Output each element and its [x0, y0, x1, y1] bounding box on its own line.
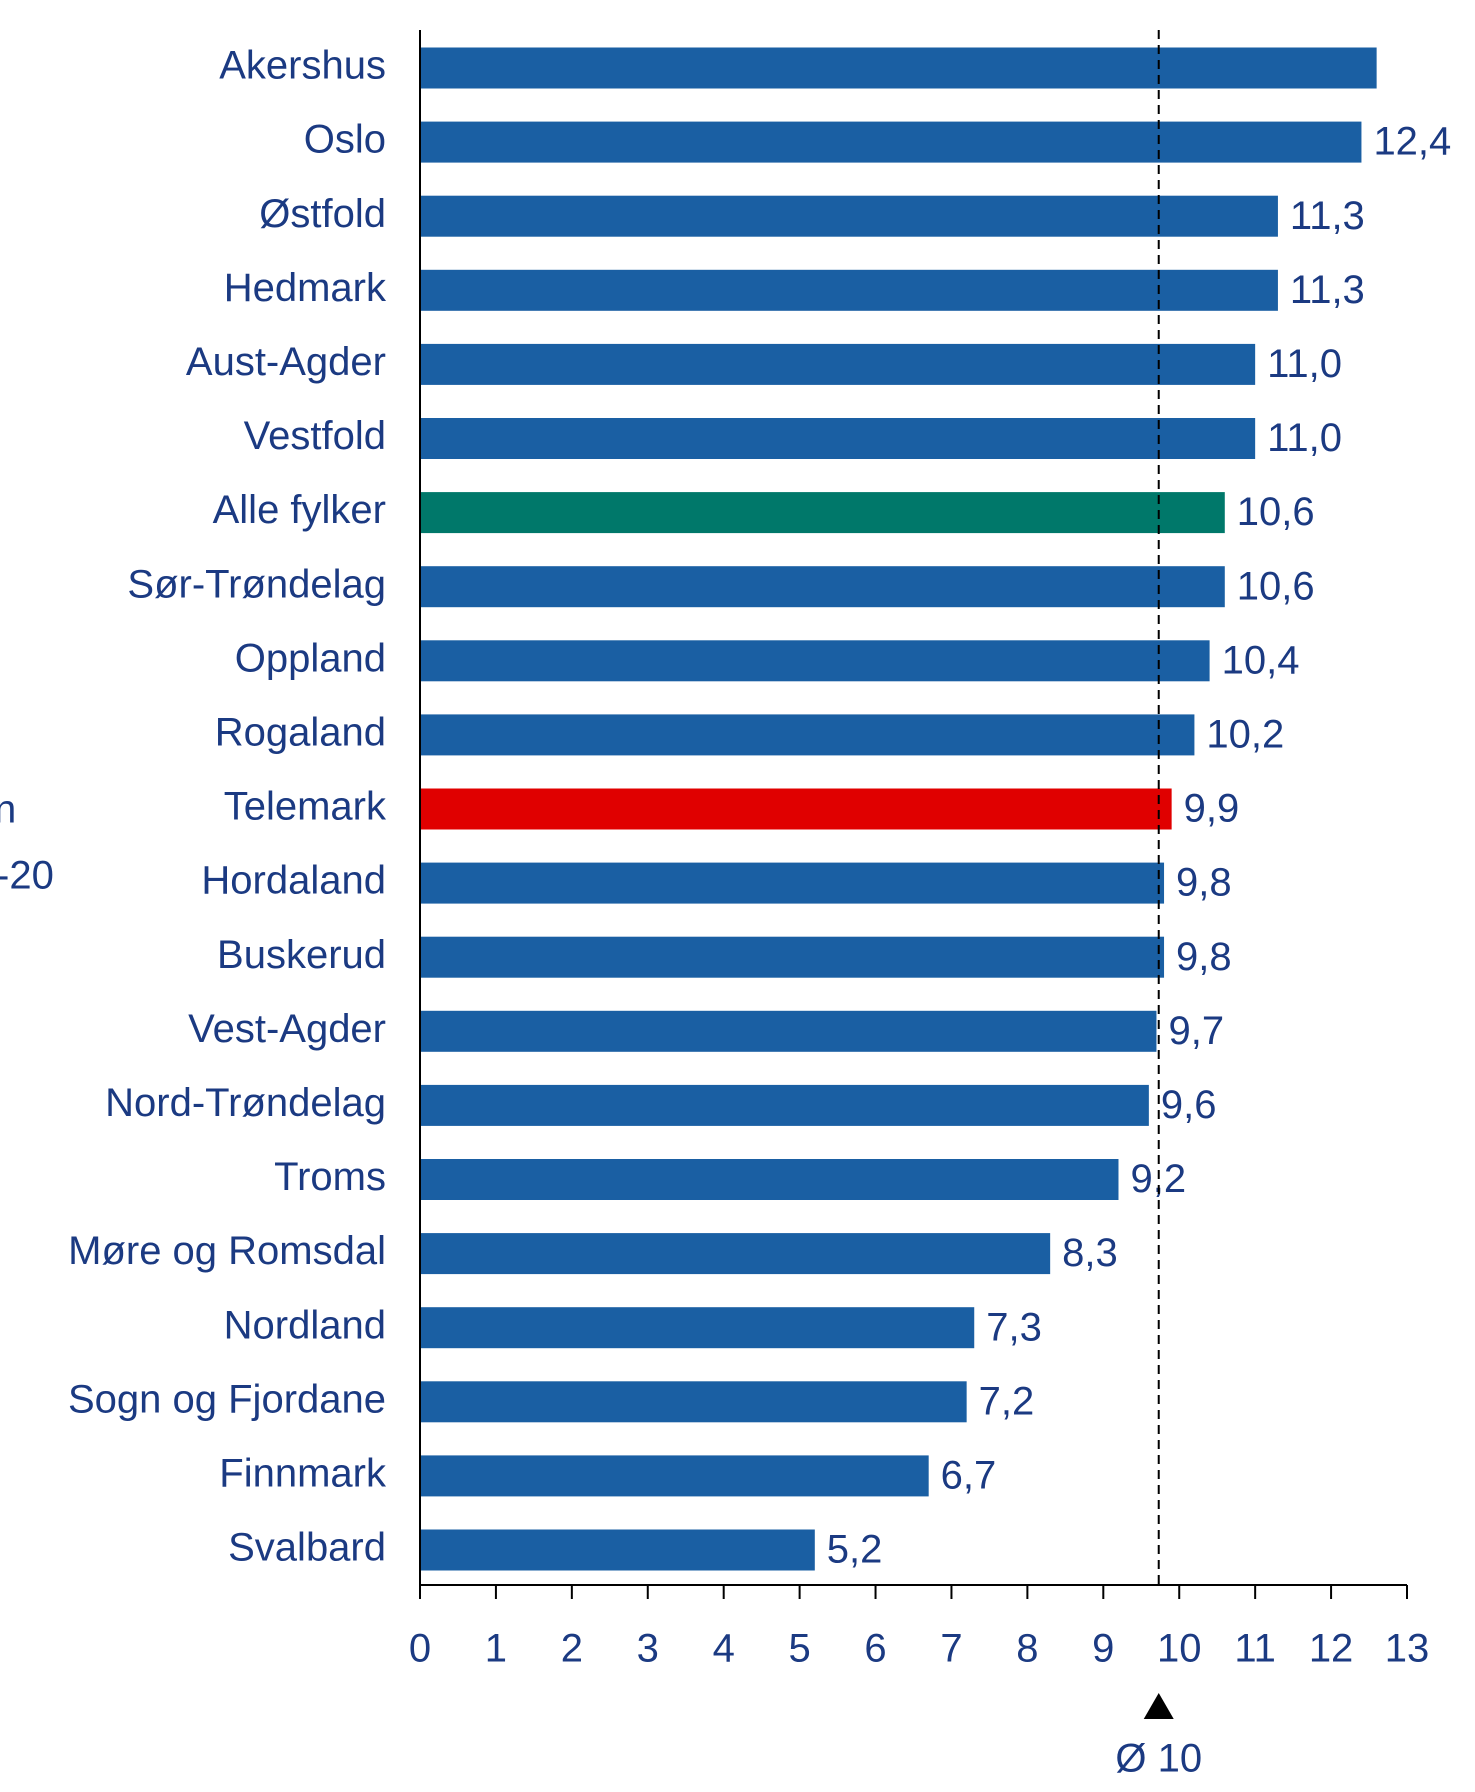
value-label: 9,9	[1184, 787, 1240, 831]
bar	[420, 1307, 975, 1349]
value-label: 6,7	[941, 1453, 997, 1497]
value-label: 10,6	[1237, 564, 1315, 608]
bar	[420, 195, 1278, 237]
category-label: Svalbard	[228, 1526, 386, 1570]
value-label: 9,6	[1161, 1083, 1217, 1127]
x-tick-label: 11	[1234, 1627, 1276, 1671]
bar	[420, 1084, 1149, 1126]
value-label: 12,4	[1373, 120, 1451, 164]
x-tick-label: 4	[713, 1627, 735, 1671]
category-label: Telemark	[224, 785, 387, 829]
value-label: 11,0	[1267, 416, 1342, 460]
category-label: Buskerud	[217, 933, 386, 977]
bar	[420, 1529, 815, 1571]
bar	[420, 1159, 1119, 1200]
cut-off-text: -20	[0, 854, 54, 898]
x-tick-label: 12	[1309, 1627, 1354, 1671]
category-label: Møre og Romsdal	[68, 1229, 386, 1273]
value-label: 10,4	[1222, 638, 1300, 682]
x-tick-label: 10	[1157, 1627, 1202, 1671]
bar	[420, 1010, 1157, 1052]
category-label: Troms	[274, 1155, 386, 1199]
reference-marker	[1143, 1693, 1174, 1719]
x-tick-label: 5	[788, 1627, 810, 1671]
category-label: Vestfold	[244, 414, 386, 458]
bar	[420, 1455, 929, 1497]
category-label: Vest-Agder	[188, 1007, 386, 1051]
category-label: Nord-Trøndelag	[105, 1081, 386, 1125]
x-tick-label: 2	[561, 1627, 583, 1671]
bar	[420, 714, 1195, 756]
bar	[420, 1233, 1051, 1275]
category-label: Sør-Trøndelag	[127, 562, 386, 606]
category-label: Oslo	[304, 118, 386, 162]
category-label: Aust-Agder	[186, 340, 386, 384]
category-label: Akershus	[219, 44, 386, 88]
category-label: Nordland	[224, 1303, 386, 1347]
bar	[420, 862, 1165, 904]
value-label: 10,2	[1206, 712, 1284, 756]
value-label: 11,0	[1267, 342, 1342, 386]
bar	[420, 47, 1377, 89]
value-label: 7,2	[979, 1379, 1035, 1423]
bar	[420, 640, 1210, 682]
bar	[420, 936, 1165, 978]
value-label: 7,3	[986, 1305, 1042, 1349]
bar	[420, 343, 1256, 385]
bar	[420, 418, 1256, 459]
bar	[420, 121, 1362, 163]
cut-off-text: n	[0, 788, 16, 832]
x-tick-label: 8	[1016, 1627, 1038, 1671]
bar	[420, 566, 1225, 608]
x-tick-label: 3	[637, 1627, 659, 1671]
category-label: Hordaland	[201, 859, 386, 903]
bar	[420, 1381, 967, 1423]
bar	[420, 788, 1172, 830]
x-tick-label: 9	[1092, 1627, 1114, 1671]
category-label: Østfold	[259, 192, 386, 236]
category-label: Finnmark	[219, 1451, 387, 1495]
value-label: 11,3	[1290, 268, 1365, 312]
category-label: Sogn og Fjordane	[68, 1377, 386, 1421]
value-label: 10,6	[1237, 490, 1315, 534]
category-label: Hedmark	[224, 266, 387, 310]
value-label: 11,3	[1290, 194, 1365, 238]
x-tick-label: 0	[409, 1627, 431, 1671]
value-label: 9,8	[1176, 935, 1232, 979]
value-label: 5,2	[827, 1528, 883, 1572]
value-label: 8,3	[1062, 1231, 1118, 1275]
x-tick-label: 6	[864, 1627, 886, 1671]
category-label: Alle fylker	[213, 488, 386, 532]
x-tick-label: 13	[1385, 1627, 1430, 1671]
category-label: Oppland	[235, 636, 386, 680]
x-tick-label: 7	[940, 1627, 962, 1671]
value-label: 9,7	[1168, 1009, 1224, 1053]
bar	[420, 269, 1278, 311]
bar	[420, 492, 1225, 534]
value-label: 9,8	[1176, 861, 1232, 905]
reference-label: Ø 10	[1115, 1737, 1202, 1781]
x-tick-label: 1	[485, 1627, 507, 1671]
category-label: Rogaland	[215, 710, 386, 754]
